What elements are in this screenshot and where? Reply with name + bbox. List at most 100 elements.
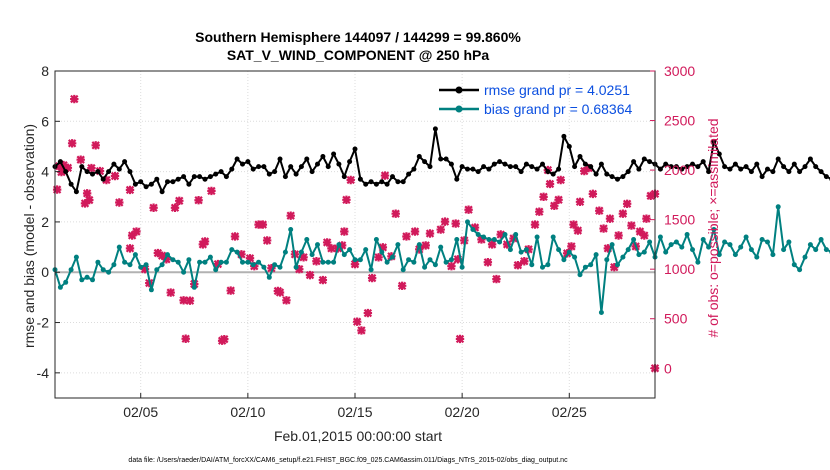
rmse-point [700,159,706,165]
grid-lines [55,70,655,398]
obs-point [580,166,589,176]
bias-point [111,262,117,268]
rmse-point [513,164,519,170]
bias-point [229,247,235,253]
bias-point [620,254,626,260]
obs-point [179,296,188,305]
rmse-point [732,161,738,167]
obs-point [82,189,92,198]
obs-point [170,203,180,212]
obs-point [337,241,347,250]
obs-point [70,94,79,104]
obs-point [305,270,315,280]
rmse-point [256,164,262,170]
obs-point [567,242,576,251]
bias-point [523,247,529,253]
rmse-point [84,169,90,175]
rmse-point [282,174,288,180]
legend: rmse grand pr = 4.0251 bias grand pr = 0… [439,82,632,117]
obs-point [220,334,229,344]
rmse-point [309,169,315,175]
obs-point [402,232,411,241]
bias-point [615,262,620,268]
rmse-point [502,161,508,167]
obs-point [380,171,390,180]
rmse-point [791,161,797,167]
bias-point [218,259,224,265]
obs-point [378,243,388,252]
obs-point [569,220,578,229]
bias-series [52,204,830,315]
bias-point [304,237,310,242]
obs-point [262,236,272,245]
rmse-point [438,156,444,162]
rmse-point [68,181,74,187]
bias-point [598,310,604,315]
bias-point [90,277,95,283]
obs-point [440,217,450,226]
obs-point [57,167,66,177]
legend-rmse-label: rmse grand pr = 4.0251 [484,82,630,98]
rmse-point [743,164,749,170]
rmse-point [341,174,347,180]
obs-point [575,197,585,206]
y2-tick-label: 1000 [664,261,695,277]
bias-point [673,239,679,245]
rmse-point [379,179,385,185]
obs-point [162,255,171,264]
y-axis-label: rmse and bias (model - observation) [21,124,37,348]
rmse-point [218,169,224,175]
bias-point [556,247,562,253]
obs-point [539,192,548,202]
rmse-point [175,176,181,182]
obs-point [342,195,351,205]
obs-point [483,258,493,267]
obs-point [286,211,295,220]
bias-point [641,249,647,255]
obs-point [470,223,480,232]
rmse-point [234,156,240,162]
bias-point [143,262,149,268]
rmse-point [95,169,101,175]
rmse-point [556,166,562,172]
rmse-point [443,156,449,162]
obs-point [603,244,613,253]
bias-point [138,264,144,270]
rmse-point [116,166,122,172]
rmse-point [657,166,663,172]
bias-point [572,254,578,260]
obs-point [200,237,210,246]
rmse-point [706,169,712,175]
rmse-point [331,151,337,157]
y2-tick-label: 2000 [664,162,695,178]
bias-point [406,257,412,263]
bias-point [732,252,738,258]
bias-point [791,262,797,268]
rmse-point [620,174,626,180]
obs-point [127,231,137,240]
rmse-point [320,154,326,159]
bias-point [438,244,444,250]
rmse-point [250,166,256,172]
bias-point [775,204,781,210]
rmse-point [470,166,476,172]
bias-point [443,259,449,265]
obs-point [374,253,383,262]
bias-point [823,247,829,253]
bias-point [223,259,229,265]
rmse-point [679,166,685,172]
bias-point [400,267,406,273]
rmse-point [384,181,390,187]
rmse-point [111,161,117,167]
bias-point [148,287,154,293]
rmse-point [373,181,379,187]
bias-point [716,252,722,258]
bias-point [497,239,503,245]
rmse-point [459,164,465,170]
rmse-point [566,144,572,149]
rmse-point [668,164,674,170]
obs-point [618,209,628,218]
obs-point [635,227,645,236]
obs-point [451,219,460,228]
rmse-point [148,181,154,187]
